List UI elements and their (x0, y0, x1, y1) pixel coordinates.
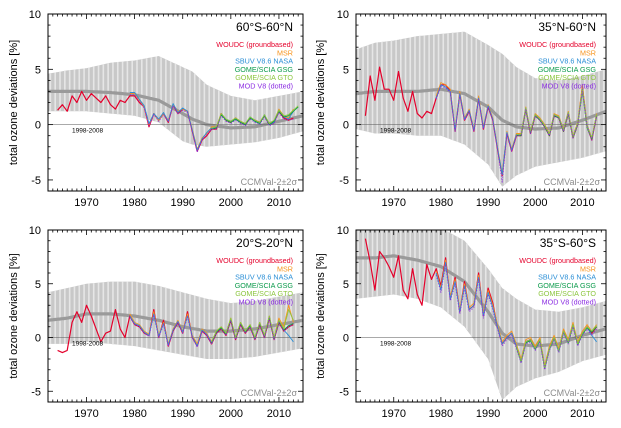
panel-title: 35°S-60°S (540, 236, 596, 250)
y-tick-label: 5 (343, 279, 349, 291)
y-tick-label: 10 (337, 9, 349, 21)
x-tick-label: 2010 (267, 197, 291, 209)
legend-entry: GOME/SCIA GSG (235, 65, 294, 74)
x-tick-label: 1980 (122, 408, 146, 420)
legend-entry: MOD V8 (dotted) (542, 82, 596, 91)
chart-panel-2: 1970 1980 1990 2000 2010 -5 0 5 10 total ozone de… (315, 9, 607, 209)
panel-title: 20°S-20°N (236, 236, 293, 250)
x-tick-label: 2000 (523, 408, 547, 420)
legend-entry: SBUV V8.6 NASA (538, 273, 596, 282)
reference-period-label: 1998-2008 (72, 128, 103, 135)
y-tick-label: -5 (31, 386, 41, 398)
x-tick-label: 1990 (170, 408, 194, 420)
y-tick-label: 5 (35, 64, 41, 76)
legend-entry: GOME/SCIA GSG (538, 281, 597, 290)
y-tick-label: -5 (339, 386, 349, 398)
y-tick-label: -5 (31, 175, 41, 187)
series-line-mod-v8-dotted- (435, 85, 598, 183)
reference-period-label: 1998-2008 (380, 128, 411, 135)
x-tick-label: 1990 (170, 197, 194, 209)
x-tick-label: 2010 (570, 197, 594, 209)
x-tick-label: 1980 (122, 197, 146, 209)
y-axis-label: total ozone deviations [%] (8, 253, 20, 378)
legend-entry: MSR (277, 48, 293, 57)
reference-period-label: 1998-2008 (380, 341, 411, 348)
series-line-gome-scia-gto (211, 309, 294, 342)
legend-entry: GOME/SCIA GTO (235, 73, 293, 82)
series-line-mod-v8-dotted- (129, 94, 294, 153)
x-tick-label: 1980 (429, 408, 453, 420)
series-line-gome-scia-gto (515, 324, 597, 369)
legend-entry: WOUDC (groundbased) (216, 256, 293, 265)
y-tick-label: 0 (343, 333, 349, 345)
chart-panel-4: 1970 1980 1990 2000 2010 -5 0 5 10 total ozone de… (315, 225, 607, 420)
y-tick-label: 0 (35, 333, 41, 345)
x-tick-label: 1990 (476, 408, 500, 420)
y-tick-label: 10 (337, 225, 349, 237)
legend-entry: SBUV V8.6 NASA (235, 57, 293, 66)
y-tick-label: 5 (343, 64, 349, 76)
x-tick-label: 2000 (219, 197, 243, 209)
x-tick-label: 1980 (429, 197, 453, 209)
x-tick-label: 1990 (476, 197, 500, 209)
chart-panel-1: 1970 1980 1990 2000 2010 -5 0 5 10 total ozone de… (8, 9, 304, 209)
model-label: CCMVal-2±2σ (544, 177, 601, 187)
legend-entry: MOD V8 (dotted) (239, 82, 293, 91)
legend-entry: SBUV V8.6 NASA (235, 273, 293, 282)
legend-entry: WOUDC (groundbased) (216, 40, 293, 49)
series-line-gome-scia-gsg (211, 106, 299, 130)
legend-entry: MSR (580, 48, 596, 57)
x-tick-label: 1970 (74, 408, 98, 420)
legend-entry: MOD V8 (dotted) (542, 298, 596, 307)
legend-entry: GOME/SCIA GSG (538, 65, 597, 74)
model-label: CCMVal-2±2σ (241, 388, 298, 398)
y-tick-label: 0 (35, 120, 41, 132)
x-tick-label: 1970 (381, 408, 405, 420)
y-tick-label: 10 (29, 9, 41, 21)
model-mean-line (356, 254, 606, 348)
x-tick-label: 1970 (381, 197, 405, 209)
reference-period-label: 1998-2008 (72, 341, 103, 348)
series-line-gome-scia-gto (211, 105, 299, 129)
series-line-mod-v8-dotted- (435, 263, 597, 371)
chart-panel-3: 1970 1980 1990 2000 2010 -5 0 5 10 total ozone de… (8, 225, 304, 420)
legend-entry: WOUDC (groundbased) (519, 256, 596, 265)
legend-entry: MOD V8 (dotted) (239, 298, 293, 307)
y-tick-label: 10 (29, 225, 41, 237)
legend-entry: SBUV V8.6 NASA (538, 57, 596, 66)
model-label: CCMVal-2±2σ (241, 177, 298, 187)
y-axis-label: total ozone deviations [%] (315, 40, 327, 165)
series-line-mod-v8-dotted- (129, 314, 294, 348)
legend-entry: GOME/SCIA GTO (235, 289, 293, 298)
legend-entry: MSR (580, 264, 596, 273)
y-tick-label: 5 (35, 279, 41, 291)
y-tick-label: 0 (343, 120, 349, 132)
y-axis-label: total ozone deviations [%] (315, 253, 327, 378)
legend-entry: GOME/SCIA GSG (235, 281, 294, 290)
panel-title: 60°S-60°N (236, 20, 293, 34)
x-tick-label: 2010 (570, 408, 594, 420)
legend-entry: GOME/SCIA GTO (538, 73, 596, 82)
panel-title: 35°N-60°N (538, 20, 596, 34)
x-tick-label: 2000 (523, 197, 547, 209)
x-tick-label: 2010 (267, 408, 291, 420)
x-tick-label: 2000 (219, 408, 243, 420)
legend-entry: WOUDC (groundbased) (519, 40, 596, 49)
x-tick-label: 1970 (74, 197, 98, 209)
model-label: CCMVal-2±2σ (544, 388, 601, 398)
legend-entry: MSR (277, 264, 293, 273)
y-axis-label: total ozone deviations [%] (8, 40, 20, 165)
legend-entry: GOME/SCIA GTO (538, 289, 596, 298)
y-tick-label: -5 (339, 175, 349, 187)
